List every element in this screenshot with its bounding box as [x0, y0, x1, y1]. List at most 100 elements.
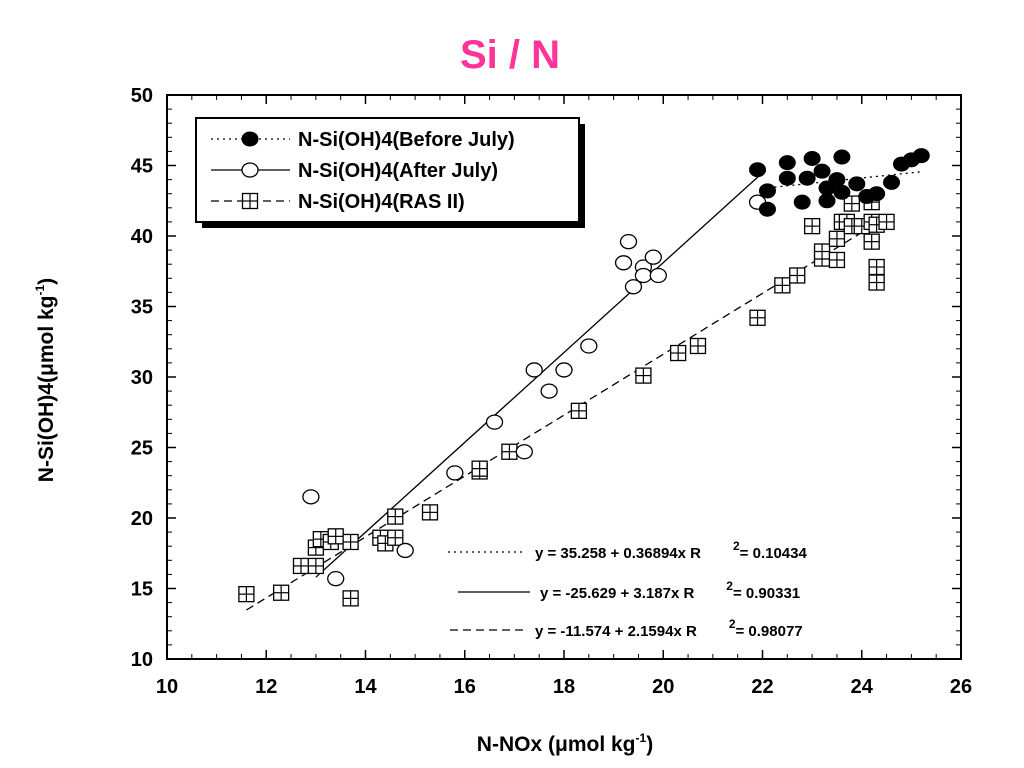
- data-point-series-2: [828, 230, 846, 247]
- y-axis-label-sup: -1: [33, 284, 47, 295]
- data-point-series-2: [387, 529, 404, 546]
- data-point-series-2: [342, 590, 359, 607]
- data-point-series-2: [292, 557, 310, 575]
- data-point-series-0: [758, 183, 776, 199]
- data-point-series-1: [327, 570, 345, 587]
- data-point-series-2: [501, 443, 518, 460]
- data-point-series-2: [669, 344, 687, 362]
- data-point-series-2: [789, 267, 806, 284]
- data-point-series-1: [619, 233, 638, 250]
- legend-marker-1: [241, 162, 259, 178]
- x-tick-label: 26: [950, 676, 972, 698]
- data-point-series-0: [848, 176, 866, 192]
- x-axis-label: N-NOx (μmol kg-1): [477, 731, 653, 756]
- data-point-series-0: [833, 149, 851, 165]
- data-point-series-2: [749, 309, 766, 326]
- data-point-series-0: [793, 194, 811, 210]
- y-tick-label: 40: [131, 226, 153, 248]
- data-point-series-0: [883, 174, 901, 190]
- data-point-series-2: [868, 258, 885, 276]
- x-axis-label-sup: -1: [636, 731, 647, 745]
- x-axis-label-unit: mol kg: [568, 733, 636, 756]
- legend-marker-2: [241, 192, 259, 210]
- axis-ticks: 10 12 14 16 18 20 22 24 26 10 15 20 25 30 35 40 45 50: [131, 85, 972, 698]
- legend-label-1: N-Si(OH)4(After July): [298, 160, 498, 182]
- data-point-series-0: [803, 150, 821, 166]
- equation-text-2: y = -11.574 + 2.1594x R 2= 0.98077: [535, 617, 803, 640]
- regression-equations: y = 35.258 + 0.36894x R 2= 0.10434 y = -25…: [448, 539, 807, 640]
- data-point-series-1: [396, 542, 414, 559]
- data-point-series-2: [689, 337, 707, 355]
- data-point-series-2: [387, 508, 404, 525]
- data-point-series-2: [327, 528, 344, 545]
- data-point-series-1: [644, 249, 662, 265]
- data-point-series-1: [540, 383, 558, 399]
- data-point-series-2: [863, 233, 880, 250]
- x-axis-label-main: N-NOx (: [477, 733, 555, 756]
- data-point-series-1: [525, 362, 543, 378]
- x-axis-label-close: ): [646, 733, 653, 756]
- y-tick-label: 35: [131, 297, 153, 319]
- data-point-series-1: [649, 267, 667, 284]
- data-point-series-0: [813, 163, 831, 179]
- data-point-series-2: [843, 195, 860, 212]
- data-point-series-2: [471, 460, 488, 477]
- data-point-series-2: [570, 402, 588, 419]
- x-tick-label: 12: [255, 676, 277, 698]
- data-point-series-0: [912, 148, 930, 164]
- y-tick-label: 20: [131, 508, 153, 530]
- x-tick-label: 18: [553, 676, 575, 698]
- x-tick-label: 20: [652, 676, 674, 698]
- legend-label-0: N-Si(OH)4(Before July): [298, 129, 515, 151]
- data-point-series-2: [878, 213, 895, 231]
- data-point-series-2: [272, 584, 290, 601]
- x-tick-label: 14: [354, 676, 377, 698]
- data-point-series-0: [818, 193, 836, 209]
- data-point-series-2: [774, 277, 791, 294]
- x-tick-label: 10: [156, 676, 178, 698]
- data-point-series-2: [342, 533, 359, 551]
- data-point-series-0: [778, 155, 796, 171]
- data-point-series-1: [302, 489, 320, 505]
- data-point-series-0: [758, 201, 776, 217]
- legend: N-Si(OH)4(Before July) N-Si(OH)4(After Ju…: [195, 117, 585, 228]
- y-axis-label-unit: mol kg: [35, 295, 58, 363]
- data-point-series-1: [624, 279, 643, 295]
- data-point-series-0: [778, 170, 796, 186]
- data-point-series-0: [828, 172, 846, 188]
- y-tick-label: 30: [131, 367, 153, 389]
- y-tick-label: 10: [131, 649, 153, 671]
- data-point-series-2: [635, 367, 652, 384]
- legend-label-2: N-Si(OH)4(RAS II): [298, 191, 465, 213]
- data-point-series-1: [634, 267, 653, 284]
- x-tick-label: 22: [751, 676, 773, 698]
- y-axis-label-main: N-Si(OH)4(: [35, 376, 58, 482]
- data-point-series-1: [580, 338, 598, 354]
- chart-title: Si / N: [460, 33, 560, 77]
- data-point-series-0: [798, 170, 816, 186]
- y-axis-label-mu: μ: [35, 363, 58, 376]
- y-tick-label: 45: [131, 156, 153, 178]
- data-point-series-1: [485, 414, 504, 430]
- data-point-series-2: [828, 251, 846, 269]
- data-point-series-1: [614, 255, 633, 271]
- y-axis-label: N-Si(OH)4(μmol kg-1): [33, 278, 58, 482]
- y-tick-label: 25: [131, 438, 153, 460]
- data-point-series-1: [446, 465, 464, 481]
- y-axis-label-close: ): [35, 278, 58, 285]
- y-tick-label: 50: [131, 85, 153, 107]
- data-point-series-2: [238, 585, 255, 603]
- data-point-series-2: [813, 243, 831, 260]
- x-tick-label: 24: [851, 676, 874, 698]
- data-point-series-0: [833, 184, 851, 200]
- data-point-series-1: [555, 362, 573, 378]
- data-point-series-0: [749, 162, 767, 178]
- data-points: [238, 148, 930, 607]
- data-point-series-2: [307, 557, 325, 575]
- equation-text-0: y = 35.258 + 0.36894x R 2= 0.10434: [535, 539, 807, 562]
- equation-text-1: y = -25.629 + 3.187x R 2= 0.90331: [540, 579, 800, 602]
- y-tick-label: 15: [131, 579, 153, 601]
- x-tick-label: 16: [454, 676, 476, 698]
- data-point-series-2: [421, 504, 439, 521]
- data-point-series-2: [803, 217, 821, 235]
